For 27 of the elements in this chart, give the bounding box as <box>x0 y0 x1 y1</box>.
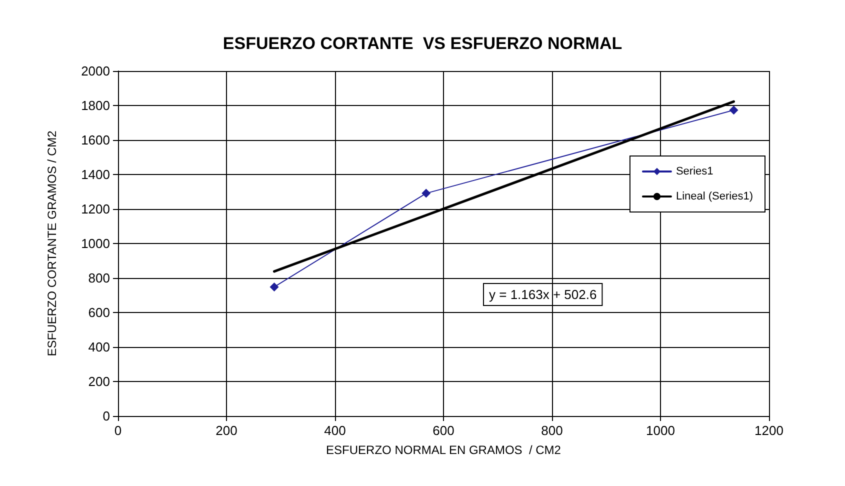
y-tick-label: 2000 <box>81 64 110 78</box>
y-tick-label: 1000 <box>81 236 110 251</box>
y-tick-label: 0 <box>102 408 110 424</box>
point <box>270 282 279 292</box>
legend-label: Series1 <box>676 166 714 178</box>
x-tick-label: 200 <box>216 423 238 438</box>
legend-label: Lineal (Series1) <box>676 190 754 202</box>
y-tick-label: 800 <box>88 270 110 286</box>
y-tick-label: 200 <box>88 374 110 389</box>
point <box>422 188 431 198</box>
y-tick-label: 600 <box>88 305 110 320</box>
x-tick-label: 1200 <box>754 423 784 438</box>
y-axis-title: ESFUERZO CORTANTE GRAMOS / CM2 <box>45 130 59 356</box>
x-tick-label: 1000 <box>646 423 675 438</box>
point <box>729 106 738 115</box>
x-tick-label: 600 <box>432 423 454 438</box>
y-tick-label: 1600 <box>81 132 110 148</box>
x-axis-title: ESFUERZO NORMAL EN GRAMOS / CM2 <box>326 443 562 457</box>
y-tick-label: 1400 <box>81 167 110 182</box>
x-tick-label: 400 <box>324 423 346 438</box>
x-tick-label: 800 <box>541 423 563 438</box>
chart-title: ESFUERZO CORTANTE VS ESFUERZO NORMAL <box>222 34 622 53</box>
y-tick-label: 400 <box>88 340 110 354</box>
y-tick-label: 1800 <box>81 98 110 113</box>
y-tick-label: 1200 <box>81 202 110 216</box>
annotation: y = 1.163x + 502.6 <box>489 287 597 302</box>
x-tick-label: 0 <box>114 423 122 438</box>
